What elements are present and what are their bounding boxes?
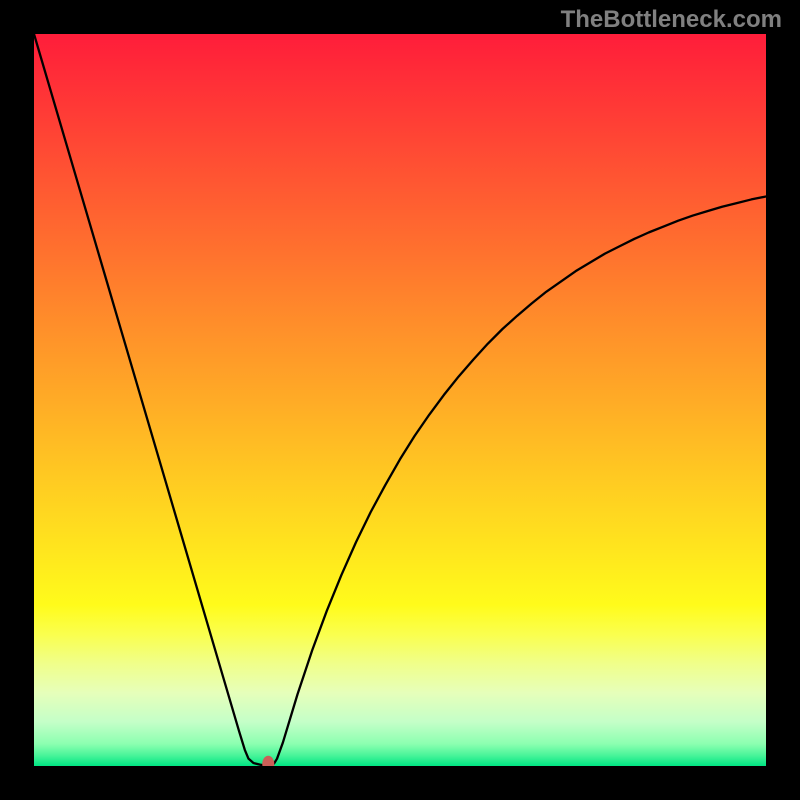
plot-area (34, 34, 766, 766)
gradient-background (34, 34, 766, 766)
watermark-text: TheBottleneck.com (561, 6, 782, 34)
figure-root: TheBottleneck.com (0, 0, 800, 800)
chart-svg (34, 34, 766, 766)
